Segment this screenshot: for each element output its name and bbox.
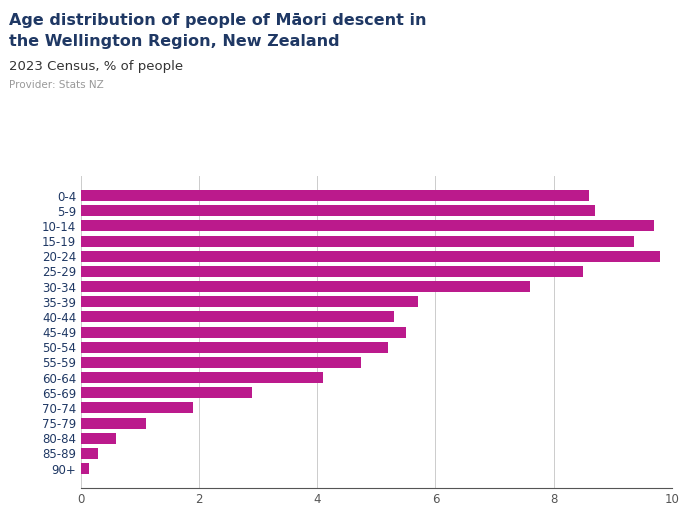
Text: figure.nz: figure.nz: [574, 17, 648, 31]
Bar: [80, 190, 589, 201]
Bar: [80, 205, 595, 216]
Bar: [80, 403, 193, 413]
Bar: [80, 342, 388, 353]
Text: 2023 Census, % of people: 2023 Census, % of people: [9, 60, 183, 74]
Bar: [80, 220, 654, 232]
Bar: [80, 236, 634, 247]
Bar: [80, 266, 583, 277]
Bar: [80, 387, 252, 398]
Bar: [80, 311, 394, 322]
Text: Provider: Stats NZ: Provider: Stats NZ: [9, 80, 104, 90]
Bar: [80, 327, 406, 338]
Bar: [80, 296, 418, 307]
Bar: [80, 448, 98, 459]
Bar: [80, 357, 361, 368]
Bar: [80, 417, 146, 428]
Bar: [80, 251, 660, 261]
Text: Age distribution of people of Māori descent in: Age distribution of people of Māori desc…: [9, 13, 426, 28]
Bar: [80, 372, 323, 383]
Bar: [80, 463, 90, 474]
Bar: [80, 433, 116, 444]
Text: the Wellington Region, New Zealand: the Wellington Region, New Zealand: [9, 34, 340, 49]
Bar: [80, 281, 530, 292]
